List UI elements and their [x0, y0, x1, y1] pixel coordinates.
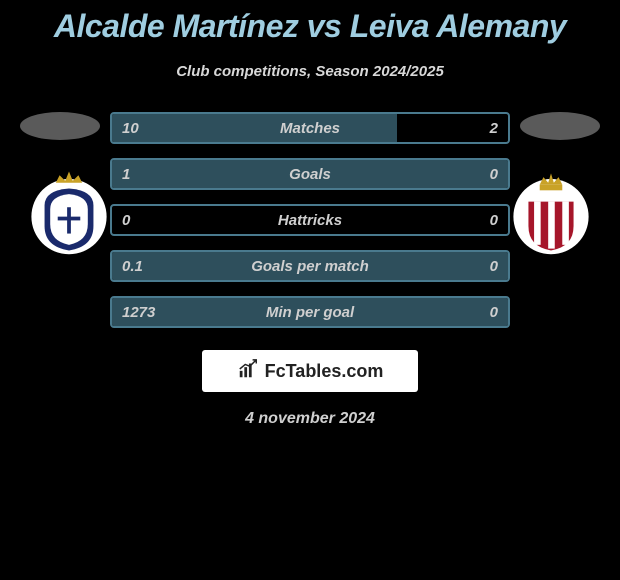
- stat-row-goals: 1 Goals 0: [110, 158, 510, 190]
- club-badge-right: [504, 164, 598, 258]
- player-photo-right: [520, 112, 600, 140]
- stat-label: Matches: [112, 120, 508, 137]
- stat-label: Goals: [112, 166, 508, 183]
- club-badge-left: [22, 164, 116, 258]
- page-title: Alcalde Martínez vs Leiva Alemany: [0, 0, 620, 45]
- stat-label: Min per goal: [112, 304, 508, 321]
- stat-label: Hattricks: [112, 212, 508, 229]
- subtitle: Club competitions, Season 2024/2025: [0, 63, 620, 80]
- player-photo-left: [20, 112, 100, 140]
- stat-right-value: 0: [490, 212, 498, 229]
- stat-row-matches: 10 Matches 2: [110, 112, 510, 144]
- brand-box[interactable]: FcTables.com: [202, 350, 418, 392]
- stat-row-hattricks: 0 Hattricks 0: [110, 204, 510, 236]
- stat-right-value: 0: [490, 166, 498, 183]
- date: 4 november 2024: [0, 410, 620, 428]
- stat-row-min-per-goal: 1273 Min per goal 0: [110, 296, 510, 328]
- stat-right-value: 2: [490, 120, 498, 137]
- stat-row-goals-per-match: 0.1 Goals per match 0: [110, 250, 510, 282]
- stat-label: Goals per match: [112, 258, 508, 275]
- chart-icon: [237, 358, 259, 385]
- brand-name: FcTables.com: [265, 361, 384, 382]
- stat-right-value: 0: [490, 304, 498, 321]
- stat-right-value: 0: [490, 258, 498, 275]
- stats-area: 10 Matches 2 1 Goals 0 0 Hattricks 0 0.1…: [0, 112, 620, 328]
- stat-bars: 10 Matches 2 1 Goals 0 0 Hattricks 0 0.1…: [110, 112, 510, 328]
